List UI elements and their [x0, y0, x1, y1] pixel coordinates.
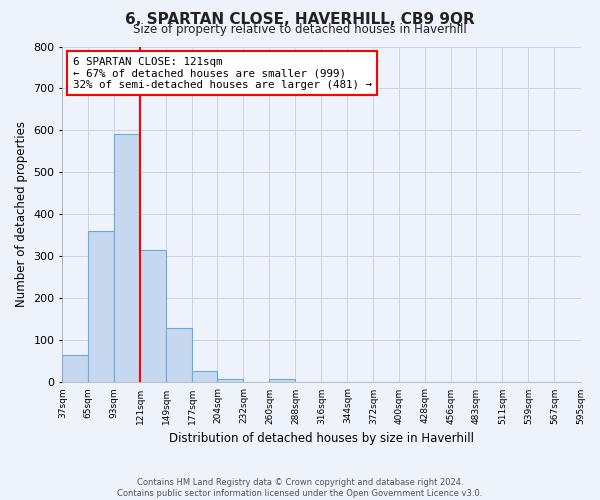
- Text: Contains HM Land Registry data © Crown copyright and database right 2024.
Contai: Contains HM Land Registry data © Crown c…: [118, 478, 482, 498]
- Bar: [217, 379, 244, 382]
- Bar: [140, 250, 166, 382]
- Y-axis label: Number of detached properties: Number of detached properties: [15, 122, 28, 308]
- X-axis label: Distribution of detached houses by size in Haverhill: Distribution of detached houses by size …: [169, 432, 474, 445]
- Bar: [269, 379, 295, 382]
- Bar: [115, 134, 140, 382]
- Text: 6, SPARTAN CLOSE, HAVERHILL, CB9 9QR: 6, SPARTAN CLOSE, HAVERHILL, CB9 9QR: [125, 12, 475, 28]
- Text: Size of property relative to detached houses in Haverhill: Size of property relative to detached ho…: [133, 22, 467, 36]
- Bar: [62, 355, 88, 382]
- Text: 6 SPARTAN CLOSE: 121sqm
← 67% of detached houses are smaller (999)
32% of semi-d: 6 SPARTAN CLOSE: 121sqm ← 67% of detache…: [73, 56, 371, 90]
- Bar: [193, 370, 217, 382]
- Bar: [88, 232, 115, 382]
- Bar: [166, 328, 193, 382]
